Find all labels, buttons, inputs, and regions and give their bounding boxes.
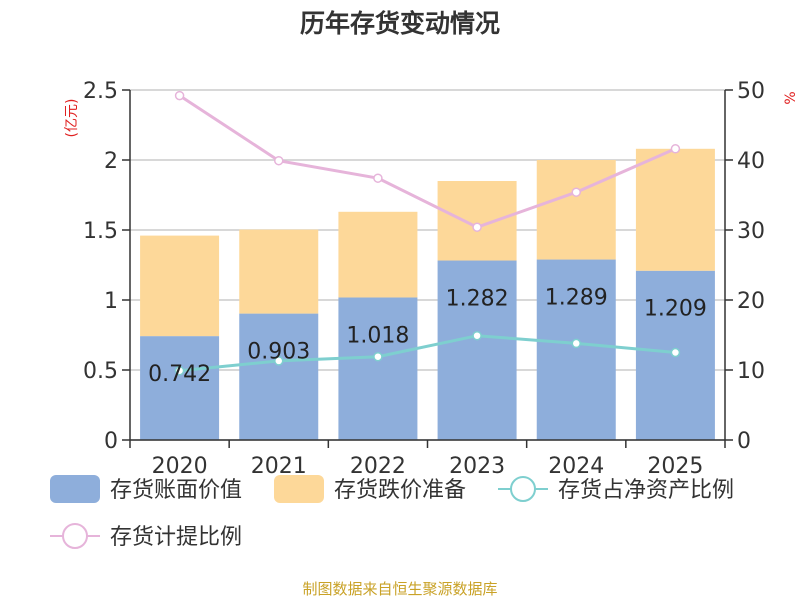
- bar-book-value: [239, 313, 319, 440]
- point-provision-ratio: [670, 144, 681, 154]
- point-net-asset-ratio: [174, 365, 185, 376]
- legend-swatch: [50, 475, 100, 503]
- left-axis-tick-label: 1: [104, 289, 118, 314]
- left-axis-tick-label: 0: [104, 429, 118, 454]
- point-provision-ratio: [174, 90, 185, 101]
- legend-label: 存货计提比例: [110, 525, 242, 550]
- data-label-book-value: 1.289: [545, 286, 608, 311]
- bar-book-value: [338, 297, 418, 440]
- left-axis-tick-label: 1.5: [83, 219, 118, 244]
- x-axis-tick-label: 2024: [548, 454, 604, 479]
- bar-reserve: [536, 160, 616, 260]
- x-axis-tick-label: 2023: [449, 454, 505, 479]
- legend-label: 存货跌价准备: [334, 478, 466, 503]
- bar-book-value: [536, 259, 616, 440]
- point-provision-ratio: [472, 222, 482, 232]
- legend-label: 存货占净资产比例: [558, 478, 734, 503]
- legend-swatch: [274, 475, 324, 503]
- point-net-asset-ratio: [571, 338, 581, 349]
- data-label-book-value: 1.209: [644, 297, 707, 322]
- bar-reserve: [140, 235, 220, 337]
- right-axis-tick-label: 40: [737, 149, 765, 174]
- x-axis-tick-label: 2020: [152, 454, 208, 479]
- x-axis-tick-label: 2025: [647, 454, 703, 479]
- point-provision-ratio: [571, 187, 581, 197]
- data-label-book-value: 0.742: [148, 362, 211, 387]
- data-label-book-value: 1.282: [446, 287, 509, 312]
- legend-swatch-marker: [510, 476, 536, 502]
- right-axis-tick-label: 50: [737, 79, 765, 104]
- left-axis-tick-label: 0.5: [83, 359, 118, 384]
- source-note: 制图数据来自恒生聚源数据库: [302, 580, 498, 598]
- data-label-book-value: 0.903: [247, 340, 310, 365]
- data-label-book-value: 1.018: [346, 323, 409, 348]
- point-net-asset-ratio: [670, 347, 681, 358]
- bar-book-value: [437, 260, 517, 440]
- right-axis-unit: %: [783, 91, 799, 104]
- right-axis-tick-label: 30: [737, 219, 765, 244]
- point-net-asset-ratio: [373, 351, 383, 362]
- line-provision-ratio: [178, 94, 677, 229]
- x-axis-tick-label: 2022: [350, 454, 406, 479]
- left-axis-tick-label: 2.5: [83, 79, 118, 104]
- line-net-asset-ratio: [179, 334, 676, 373]
- point-provision-ratio: [373, 173, 383, 183]
- point-provision-ratio: [274, 155, 284, 166]
- chart-title: 历年存货变动情况: [299, 9, 500, 38]
- legend-label: 存货账面价值: [110, 478, 242, 503]
- right-axis-tick-label: 0: [737, 429, 751, 454]
- bar-reserve: [338, 211, 418, 298]
- point-net-asset-ratio: [472, 330, 482, 341]
- x-axis-tick-label: 2021: [251, 454, 307, 479]
- right-axis-tick-label: 10: [737, 359, 765, 384]
- bar-book-value: [140, 336, 220, 440]
- left-axis-tick-label: 2: [104, 149, 118, 174]
- left-axis-unit: (亿元): [64, 99, 80, 138]
- bar-reserve: [635, 148, 715, 271]
- legend-swatch-marker: [62, 523, 88, 549]
- bar-reserve: [239, 229, 319, 314]
- right-axis-tick-label: 20: [737, 289, 765, 314]
- bar-reserve: [437, 181, 517, 261]
- point-net-asset-ratio: [274, 356, 284, 366]
